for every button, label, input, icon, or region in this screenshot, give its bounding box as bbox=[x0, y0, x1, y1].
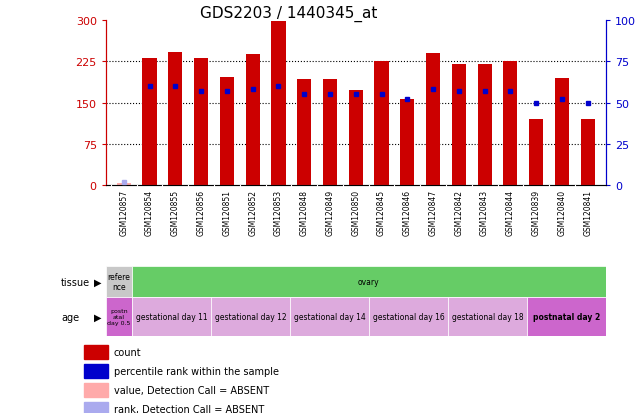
Bar bbox=[400, 100, 414, 186]
Text: GSM120840: GSM120840 bbox=[558, 190, 567, 236]
Text: GSM120857: GSM120857 bbox=[119, 190, 128, 236]
Text: gestational day 11: gestational day 11 bbox=[136, 313, 208, 321]
Text: tissue: tissue bbox=[61, 277, 90, 287]
Text: GSM120854: GSM120854 bbox=[145, 190, 154, 236]
Text: value, Detection Call = ABSENT: value, Detection Call = ABSENT bbox=[113, 385, 269, 395]
Bar bbox=[85, 364, 108, 378]
Bar bbox=[323, 80, 337, 186]
Text: GSM120849: GSM120849 bbox=[326, 190, 335, 236]
Bar bbox=[452, 65, 466, 186]
Bar bbox=[478, 65, 492, 186]
Text: GSM120850: GSM120850 bbox=[351, 190, 360, 236]
Bar bbox=[85, 402, 108, 413]
Text: gestational day 12: gestational day 12 bbox=[215, 313, 287, 321]
Text: rank, Detection Call = ABSENT: rank, Detection Call = ABSENT bbox=[113, 404, 264, 413]
Bar bbox=[194, 59, 208, 186]
Text: GSM120855: GSM120855 bbox=[171, 190, 180, 236]
Text: ovary: ovary bbox=[358, 278, 379, 286]
Bar bbox=[290, 297, 369, 337]
Bar bbox=[168, 52, 183, 186]
Text: gestational day 14: gestational day 14 bbox=[294, 313, 365, 321]
Text: GSM120846: GSM120846 bbox=[403, 190, 412, 236]
Bar bbox=[555, 78, 569, 186]
Text: GSM120843: GSM120843 bbox=[480, 190, 489, 236]
Text: postnatal day 2: postnatal day 2 bbox=[533, 313, 600, 321]
Bar bbox=[132, 297, 211, 337]
Text: GSM120847: GSM120847 bbox=[429, 190, 438, 236]
Bar bbox=[106, 266, 132, 297]
Text: gestational day 16: gestational day 16 bbox=[372, 313, 444, 321]
Text: percentile rank within the sample: percentile rank within the sample bbox=[113, 366, 279, 376]
Text: GSM120842: GSM120842 bbox=[454, 190, 463, 236]
Text: GSM120845: GSM120845 bbox=[377, 190, 386, 236]
Text: GSM120852: GSM120852 bbox=[248, 190, 257, 236]
Bar bbox=[85, 345, 108, 359]
Bar bbox=[369, 297, 448, 337]
Text: age: age bbox=[61, 312, 79, 322]
Text: gestational day 18: gestational day 18 bbox=[451, 313, 523, 321]
Bar bbox=[142, 59, 156, 186]
Text: GSM120841: GSM120841 bbox=[583, 190, 592, 236]
Text: GSM120844: GSM120844 bbox=[506, 190, 515, 236]
Bar bbox=[527, 297, 606, 337]
Text: GSM120839: GSM120839 bbox=[531, 190, 540, 236]
Bar bbox=[448, 297, 527, 337]
Bar bbox=[426, 54, 440, 186]
Bar bbox=[271, 22, 285, 186]
Text: GSM120851: GSM120851 bbox=[222, 190, 231, 236]
Text: refere
nce: refere nce bbox=[108, 272, 130, 292]
Bar bbox=[349, 91, 363, 186]
Text: postn
atal
day 0.5: postn atal day 0.5 bbox=[107, 309, 131, 325]
Bar bbox=[220, 77, 234, 186]
Bar bbox=[117, 183, 131, 186]
Bar bbox=[85, 383, 108, 397]
Bar bbox=[211, 297, 290, 337]
Bar bbox=[374, 62, 388, 186]
Bar bbox=[581, 120, 595, 186]
Text: count: count bbox=[113, 347, 141, 357]
Text: ▶: ▶ bbox=[94, 312, 102, 322]
Bar bbox=[106, 297, 132, 337]
Bar bbox=[246, 55, 260, 186]
Bar bbox=[503, 62, 517, 186]
Text: GSM120853: GSM120853 bbox=[274, 190, 283, 236]
Bar bbox=[297, 80, 312, 186]
Text: GSM120848: GSM120848 bbox=[300, 190, 309, 236]
Text: ▶: ▶ bbox=[94, 277, 102, 287]
Text: GDS2203 / 1440345_at: GDS2203 / 1440345_at bbox=[200, 6, 377, 22]
Text: GSM120856: GSM120856 bbox=[197, 190, 206, 236]
Bar bbox=[529, 120, 543, 186]
